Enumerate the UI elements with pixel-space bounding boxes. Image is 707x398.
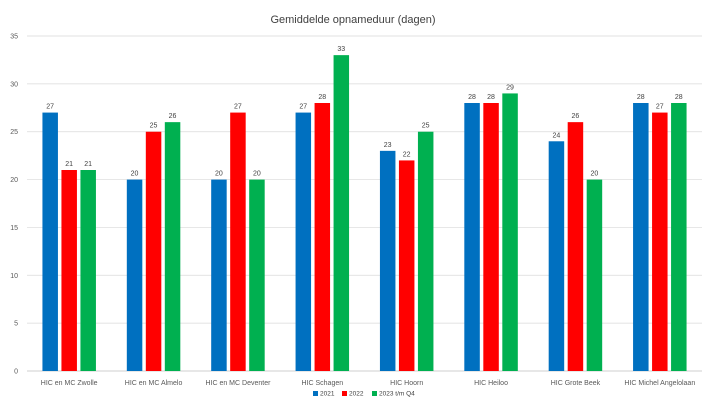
data-label: 27 — [46, 104, 54, 111]
data-label: 33 — [337, 46, 345, 53]
bar — [502, 93, 518, 371]
legend-label: 2021 — [320, 391, 335, 398]
bar — [483, 103, 499, 371]
legend-label: 2023 t/m Q4 — [379, 391, 415, 398]
bar — [633, 103, 649, 371]
bar — [249, 179, 265, 371]
bar — [567, 122, 584, 372]
bar — [211, 179, 227, 371]
data-label: 20 — [215, 171, 223, 178]
data-label: 21 — [65, 161, 73, 168]
bar — [314, 103, 331, 371]
y-tick-label: 35 — [10, 34, 18, 41]
x-tick-label: HIC en MC Almelo — [125, 380, 183, 387]
bars — [42, 55, 687, 372]
data-label: 28 — [487, 94, 495, 101]
data-label: 27 — [234, 104, 242, 111]
bar — [145, 131, 162, 371]
y-axis-tick-labels: 0 5 10 15 20 25 30 35 — [10, 34, 18, 376]
data-label: 25 — [150, 123, 158, 130]
bar — [379, 150, 396, 371]
bar — [164, 122, 181, 372]
data-label: 28 — [468, 94, 476, 101]
data-label: 23 — [384, 142, 392, 149]
x-axis-tick-labels: HIC en MC Zwolle HIC en MC Almelo HIC en M… — [41, 380, 696, 387]
y-tick-label: 30 — [10, 81, 18, 88]
data-label: 24 — [553, 132, 561, 139]
data-label: 25 — [422, 123, 430, 130]
bar — [548, 141, 565, 371]
bar — [295, 112, 312, 372]
legend: 2021 2022 2023 t/m Q4 — [313, 391, 415, 398]
legend-swatch — [372, 391, 377, 396]
chart-title: Gemiddelde opnameduur (dagen) — [270, 14, 435, 26]
bar — [398, 160, 415, 371]
bar — [42, 112, 58, 372]
bar — [464, 103, 480, 371]
x-tick-label: HIC Hoorn — [390, 380, 423, 387]
x-tick-label: HIC Grote Beek — [551, 380, 601, 387]
legend-swatch — [313, 391, 318, 396]
bar — [230, 112, 246, 372]
bar — [417, 131, 434, 371]
y-tick-label: 20 — [10, 177, 18, 184]
bar — [671, 103, 687, 371]
bar — [652, 112, 668, 372]
y-tick-label: 15 — [10, 225, 18, 232]
x-tick-label: HIC Michel Angelolaan — [624, 380, 695, 387]
data-label: 22 — [403, 151, 411, 158]
x-tick-label: HIC Schagen — [301, 380, 343, 387]
bar — [80, 170, 96, 371]
x-tick-label: HIC en MC Zwolle — [41, 380, 98, 387]
data-labels: 27 21 21 20 25 26 20 27 20 27 28 33 23 22 25 28 28 29 24 26… — [46, 46, 683, 177]
data-label: 26 — [169, 113, 177, 120]
y-tick-label: 25 — [10, 129, 18, 136]
legend-label: 2022 — [349, 391, 364, 398]
data-label: 27 — [656, 104, 664, 111]
data-label: 21 — [84, 161, 92, 168]
x-tick-label: HIC Heiloo — [474, 380, 508, 387]
y-tick-label: 5 — [14, 321, 18, 328]
data-label: 28 — [637, 94, 645, 101]
y-tick-label: 0 — [14, 369, 18, 376]
data-label: 27 — [299, 104, 307, 111]
data-label: 28 — [318, 94, 326, 101]
data-label: 20 — [253, 171, 261, 178]
bar — [61, 170, 77, 371]
bar — [586, 179, 603, 371]
y-tick-label: 10 — [10, 273, 18, 280]
bar — [126, 179, 143, 371]
data-label: 26 — [572, 113, 580, 120]
legend-swatch — [342, 391, 347, 396]
data-label: 20 — [131, 171, 139, 178]
x-tick-label: HIC en MC Deventer — [205, 380, 271, 387]
data-label: 20 — [591, 171, 599, 178]
data-label: 28 — [675, 94, 683, 101]
data-label: 29 — [506, 84, 514, 91]
bar — [333, 55, 350, 372]
